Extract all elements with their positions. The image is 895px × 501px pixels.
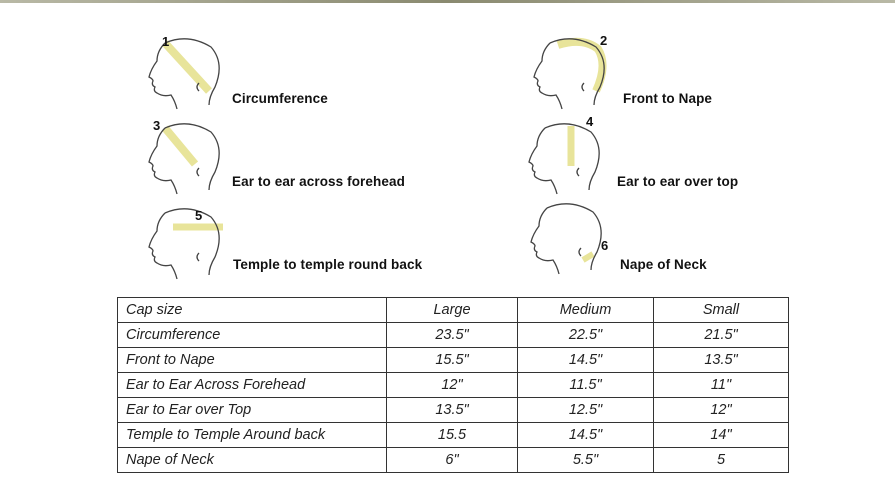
measurement-name: Temple to Temple Around back [117,422,387,448]
diagram-number: 6 [601,238,609,253]
measurement-value: 6" [386,447,518,473]
measurement-value: 11" [653,372,789,398]
measurement-name: Ear to Ear over Top [117,397,387,423]
diagram-label: Front to Nape [623,91,713,106]
cap-size-table: Cap size Large Medium Small Circumferenc… [117,297,789,473]
diagram-label: Circumference [232,91,328,106]
table-row: Temple to Temple Around back 15.5 14.5" 14" [117,422,789,448]
measurement-value: 13.5" [386,397,518,423]
diagram-number: 5 [195,208,203,223]
measurement-value: 12.5" [517,397,654,423]
head-diagram [523,120,607,198]
top-border [0,0,895,3]
measurement-value: 15.5 [386,422,518,448]
diagram-label: Ear to ear across forehead [232,174,405,189]
measurement-value: 13.5" [653,347,789,373]
measurement-name: Nape of Neck [117,447,387,473]
measurement-value: 15.5" [386,347,518,373]
diagram-number: 1 [162,34,170,49]
diagram-label: Ear to ear over top [617,174,739,189]
measurement-value: 22.5" [517,322,654,348]
diagram-number: 4 [586,114,594,129]
measurement-value: 23.5" [386,322,518,348]
table-row: Nape of Neck 6" 5.5" 5 [117,447,789,473]
measurement-name: Ear to Ear Across Forehead [117,372,387,398]
table-row: Front to Nape 15.5" 14.5" 13.5" [117,347,789,373]
header-small: Small [653,297,789,323]
measurement-name: Circumference [117,322,387,348]
head-diagram [528,35,612,113]
head-diagram [143,35,227,113]
diagram-label: Nape of Neck [620,257,707,272]
measurement-value: 12" [653,397,789,423]
table-row: Ear to Ear Across Forehead 12" 11.5" 11" [117,372,789,398]
head-diagram [143,120,227,198]
head-diagram [143,205,227,283]
table-row: Ear to Ear over Top 13.5" 12.5" 12" [117,397,789,423]
measurement-name: Front to Nape [117,347,387,373]
measurement-value: 14.5" [517,347,654,373]
table-header-row: Cap size Large Medium Small [117,297,789,323]
measurement-value: 14.5" [517,422,654,448]
header-cap-size: Cap size [117,297,387,323]
diagram-number: 3 [153,118,161,133]
measurement-value: 5.5" [517,447,654,473]
header-large: Large [386,297,518,323]
diagram-label: Temple to temple round back [233,257,423,272]
diagram-number: 2 [600,33,608,48]
measurement-value: 21.5" [653,322,789,348]
table-row: Circumference 23.5" 22.5" 21.5" [117,322,789,348]
measurement-value: 12" [386,372,518,398]
header-medium: Medium [517,297,654,323]
measurement-value: 14" [653,422,789,448]
measurement-value: 11.5" [517,372,654,398]
head-diagram [525,200,609,278]
measurement-value: 5 [653,447,789,473]
